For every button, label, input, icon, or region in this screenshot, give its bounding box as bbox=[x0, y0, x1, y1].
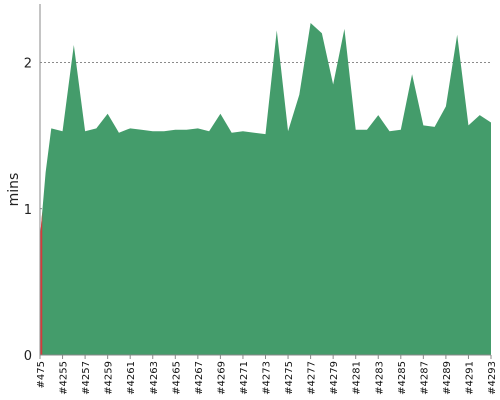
x-tick-label: #4263 bbox=[149, 361, 160, 395]
x-tick-label: #4283 bbox=[374, 361, 385, 395]
x-tick-label: #4267 bbox=[194, 361, 205, 395]
x-tick-label: #4293 bbox=[487, 361, 498, 395]
x-tick-label: #4281 bbox=[352, 361, 363, 395]
y-tick-labels: 0 1 2 bbox=[24, 57, 32, 365]
area-series bbox=[40, 23, 491, 355]
x-tick-label: #4285 bbox=[397, 361, 408, 395]
x-tick-label: #4273 bbox=[262, 361, 273, 395]
x-tick-label: #4291 bbox=[464, 361, 475, 395]
y-tick-label: 2 bbox=[24, 57, 32, 72]
x-tick-label: #4277 bbox=[307, 361, 318, 395]
x-tick-label: #4259 bbox=[104, 361, 115, 395]
x-tick-label: #4269 bbox=[216, 361, 227, 395]
x-tick-label: #4265 bbox=[171, 361, 182, 395]
x-tick-label: #4255 bbox=[59, 361, 70, 395]
area-fill bbox=[40, 23, 491, 355]
x-tick-label: #4287 bbox=[419, 361, 430, 395]
x-tick-label: #4271 bbox=[239, 361, 250, 395]
area-highlight-segment bbox=[40, 211, 43, 355]
x-tick-label: #4279 bbox=[329, 361, 340, 395]
x-tick-label: #4289 bbox=[442, 361, 453, 395]
x-tick-labels: #475 #4255 #4257 #4259 #4261 #4263 #4265 #4267 #… bbox=[36, 355, 498, 395]
x-tick-label: #4275 bbox=[284, 361, 295, 395]
y-tick-label: 1 bbox=[24, 203, 32, 218]
x-tick-label: #4257 bbox=[81, 361, 92, 395]
y-tick-label: 0 bbox=[24, 349, 32, 364]
x-tick-label: #4261 bbox=[126, 361, 137, 395]
y-axis-title: mins bbox=[6, 173, 22, 207]
x-tick-label: #475 bbox=[36, 361, 47, 388]
